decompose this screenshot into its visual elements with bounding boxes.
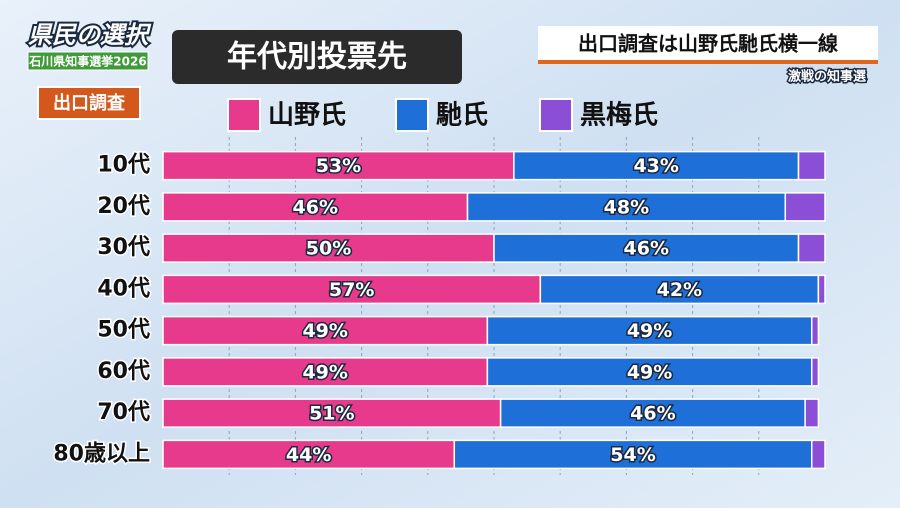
legend-swatch xyxy=(539,98,573,132)
legend-label: 馳氏 xyxy=(436,101,488,131)
y-tick-label: 40代 xyxy=(97,276,150,301)
bar-segment xyxy=(162,357,489,387)
data-label: 54% xyxy=(610,444,655,466)
bar-segment xyxy=(162,233,495,263)
data-label: 49% xyxy=(302,320,347,342)
bar-segment xyxy=(486,315,813,346)
data-label: 48% xyxy=(604,196,649,218)
bar-segment xyxy=(784,192,826,222)
data-label: 49% xyxy=(627,320,672,342)
bar-segment xyxy=(466,192,787,222)
legend-swatch xyxy=(227,98,261,132)
bar-segment xyxy=(797,233,826,263)
title-box xyxy=(172,30,462,84)
y-tick-label: 50代 xyxy=(97,318,150,343)
data-label: 57% xyxy=(329,279,374,301)
bar-segment xyxy=(162,192,469,222)
bar-segment xyxy=(499,398,806,428)
data-label: 49% xyxy=(627,361,672,383)
bar-segment xyxy=(162,398,502,428)
badge-box xyxy=(37,86,141,120)
bar-segment xyxy=(811,439,826,470)
bar-segment xyxy=(539,274,820,305)
headline: 出口調査は山野氏馳氏横一線 xyxy=(578,32,838,56)
y-tick-label: 10代 xyxy=(97,153,150,178)
bar-segment xyxy=(797,150,826,181)
legend-label: 山野氏 xyxy=(268,101,346,131)
bar-segment xyxy=(453,439,813,470)
data-label: 44% xyxy=(286,444,331,466)
bar-segment xyxy=(804,398,820,428)
bar-segment xyxy=(162,315,489,346)
chart-title: 年代別投票先 xyxy=(227,40,407,75)
y-tick-label: 20代 xyxy=(97,194,150,219)
subhead: 激戦の知事選 xyxy=(788,69,866,85)
headline-box xyxy=(538,26,878,62)
bar-segment xyxy=(486,357,813,387)
data-label: 53% xyxy=(316,155,361,177)
data-label: 49% xyxy=(302,361,347,383)
y-tick-label: 60代 xyxy=(97,359,150,384)
data-label: 50% xyxy=(306,238,351,260)
badge: 出口調査 xyxy=(53,92,125,114)
data-label: 46% xyxy=(624,238,669,260)
y-tick-label: 30代 xyxy=(97,235,150,260)
y-tick-label: 80歳以上 xyxy=(53,441,150,466)
data-label: 46% xyxy=(293,196,338,218)
election-name: 石川県知事選挙2026 xyxy=(28,54,146,69)
data-label: 51% xyxy=(309,403,354,425)
election-box xyxy=(27,51,149,71)
bar-segment xyxy=(817,274,826,305)
data-label: 43% xyxy=(633,155,678,177)
data-label: 42% xyxy=(657,279,702,301)
logo: 県民の選択 xyxy=(28,21,152,49)
bar-segment xyxy=(811,357,820,387)
bar-segment xyxy=(162,439,456,470)
legend-swatch xyxy=(395,98,429,132)
data-label: 46% xyxy=(630,403,675,425)
legend-label: 黒梅氏 xyxy=(580,100,658,131)
bar-segment xyxy=(811,315,820,346)
bar-segment xyxy=(493,233,800,263)
headline-underline xyxy=(538,60,878,64)
y-tick-label: 70代 xyxy=(97,400,150,425)
